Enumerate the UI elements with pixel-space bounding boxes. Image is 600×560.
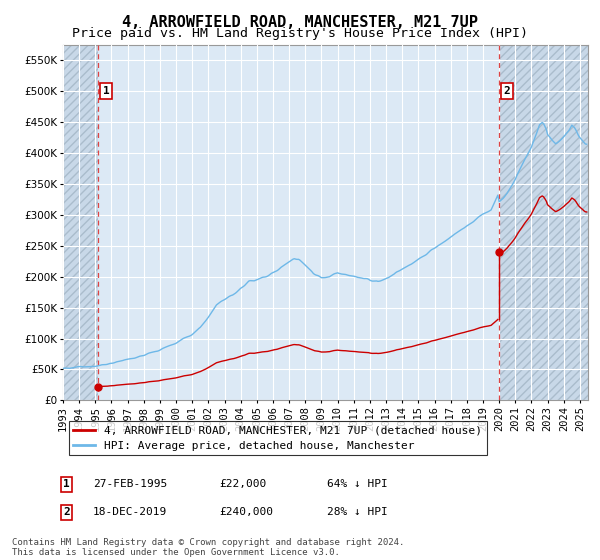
Text: 2: 2 [63, 507, 70, 517]
Text: 4, ARROWFIELD ROAD, MANCHESTER, M21 7UP: 4, ARROWFIELD ROAD, MANCHESTER, M21 7UP [122, 15, 478, 30]
Bar [63, 45, 98, 400]
Text: 64% ↓ HPI: 64% ↓ HPI [327, 479, 388, 489]
Text: Price paid vs. HM Land Registry's House Price Index (HPI): Price paid vs. HM Land Registry's House … [72, 27, 528, 40]
Text: £240,000: £240,000 [219, 507, 273, 517]
Bar [499, 45, 588, 400]
Text: 27-FEB-1995: 27-FEB-1995 [93, 479, 167, 489]
Text: 18-DEC-2019: 18-DEC-2019 [93, 507, 167, 517]
Text: Contains HM Land Registry data © Crown copyright and database right 2024.
This d: Contains HM Land Registry data © Crown c… [12, 538, 404, 557]
Text: 28% ↓ HPI: 28% ↓ HPI [327, 507, 388, 517]
Text: 1: 1 [103, 86, 109, 96]
Text: 1: 1 [63, 479, 70, 489]
Text: 2: 2 [503, 86, 510, 96]
Legend: 4, ARROWFIELD ROAD, MANCHESTER, M21 7UP (detached house), HPI: Average price, de: 4, ARROWFIELD ROAD, MANCHESTER, M21 7UP … [68, 421, 487, 455]
Text: £22,000: £22,000 [219, 479, 266, 489]
